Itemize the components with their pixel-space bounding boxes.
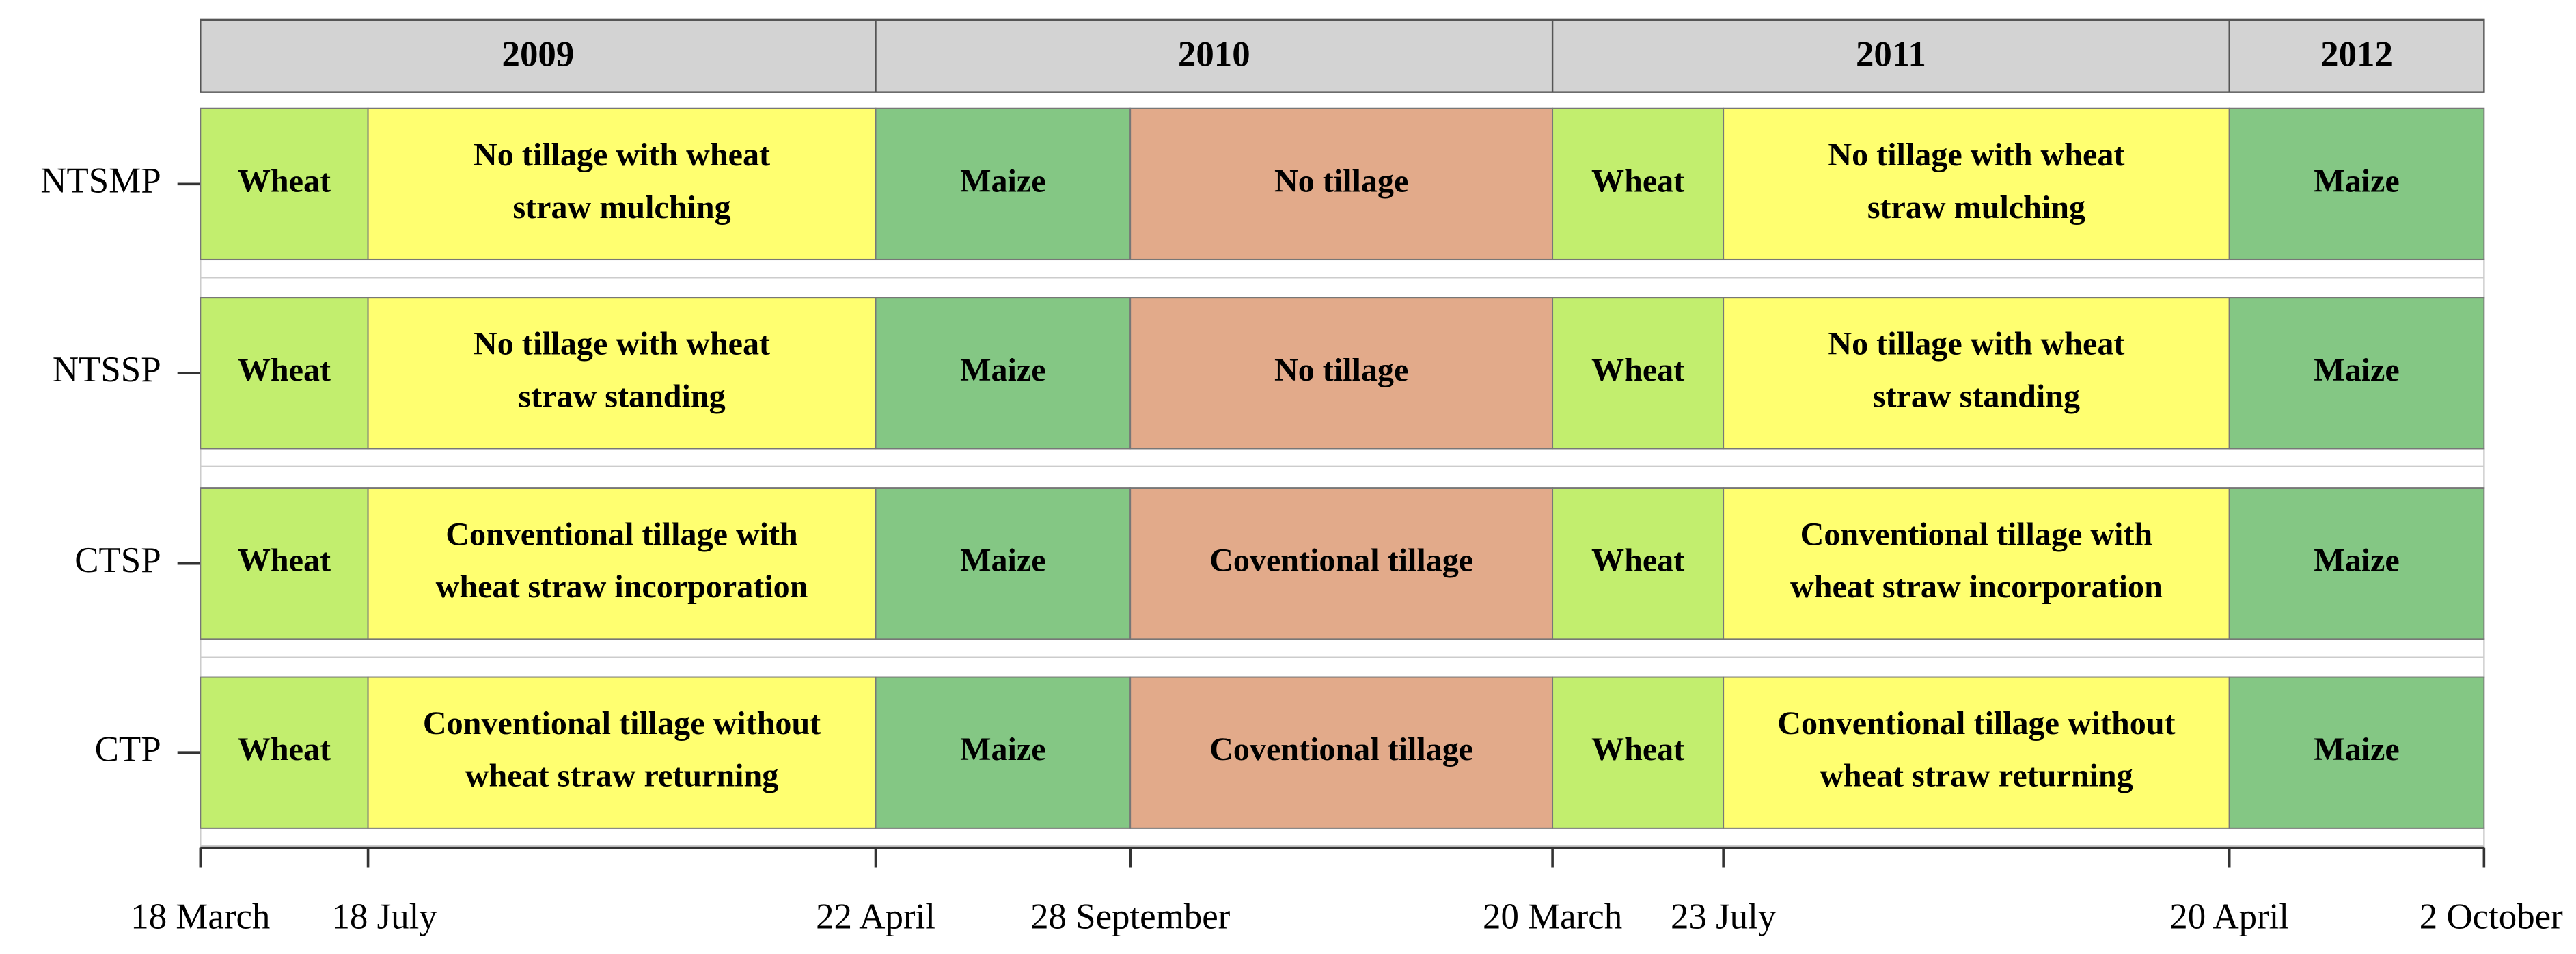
segment-label: No tillage with wheat — [474, 137, 770, 173]
segment — [875, 297, 1132, 450]
segment-label: wheat straw incorporation — [1790, 569, 2163, 605]
segment — [2228, 676, 2485, 829]
segment-label: wheat straw returning — [465, 758, 778, 794]
segment — [1129, 487, 1554, 640]
segment-label: Wheat — [238, 163, 331, 199]
segment-label: Conventional tillage with — [1800, 516, 2153, 552]
segment — [2228, 297, 2485, 450]
segment-label: straw mulching — [1867, 189, 2085, 226]
segment — [367, 107, 877, 260]
segment — [1129, 676, 1554, 829]
segment-label: No tillage with wheat — [1828, 325, 2124, 362]
segment-label: No tillage with wheat — [474, 325, 770, 362]
segment-label: Conventional tillage without — [1777, 705, 2175, 741]
header-bar — [200, 18, 2485, 93]
segment — [367, 297, 877, 450]
segment — [1129, 107, 1554, 260]
segment-label: straw standing — [1873, 378, 2080, 414]
segment — [1552, 676, 1725, 829]
segment-label: No tillage — [1274, 352, 1408, 388]
date-label: 23 July — [1671, 897, 1777, 937]
segment-label: Maize — [2314, 731, 2399, 767]
date-label: 20 April — [2169, 897, 2289, 937]
segment-label: Wheat — [238, 352, 331, 388]
year-label: 2009 — [502, 34, 575, 74]
segment-label: Wheat — [1591, 163, 1684, 199]
year-label: 2011 — [1856, 34, 1926, 74]
row-label: CTSP — [74, 541, 161, 580]
segment — [367, 487, 877, 640]
segment-label: Wheat — [1591, 731, 1684, 767]
segment — [1723, 676, 2230, 829]
segment-label: Wheat — [1591, 543, 1684, 579]
segment — [875, 487, 1132, 640]
segment-label: straw standing — [518, 378, 725, 414]
segment — [1723, 107, 2230, 260]
segment-label: Maize — [2314, 352, 2399, 388]
date-label: 18 July — [331, 897, 437, 937]
segment-label: Wheat — [1591, 352, 1684, 388]
date-label: 2 October — [2420, 897, 2563, 937]
year-label: 2012 — [2320, 34, 2393, 74]
segment-label: Maize — [960, 731, 1045, 767]
segment-label: straw mulching — [512, 189, 730, 226]
date-label: 28 September — [1030, 897, 1231, 937]
date-label: 22 April — [816, 897, 935, 937]
date-label: 18 March — [131, 897, 270, 937]
segment-label: No tillage — [1274, 163, 1408, 199]
segment-label: No tillage with wheat — [1828, 137, 2124, 173]
segment-label: Maize — [960, 163, 1045, 199]
segment-label: Maize — [2314, 543, 2399, 579]
segment — [1552, 487, 1725, 640]
segment — [200, 297, 369, 450]
segment-label: Coventional tillage — [1209, 543, 1473, 579]
row-separator — [200, 827, 2485, 849]
segment-label: Maize — [2314, 163, 2399, 199]
row-label: NTSSP — [53, 350, 161, 390]
segment-label: Coventional tillage — [1209, 731, 1473, 767]
segment-label: Wheat — [238, 543, 331, 579]
segment — [1129, 297, 1554, 450]
row-separator — [200, 448, 2485, 489]
segment — [875, 676, 1132, 829]
segment — [1723, 487, 2230, 640]
segment-label: Maize — [960, 543, 1045, 579]
segment — [2228, 487, 2485, 640]
row-label: NTSMP — [40, 161, 161, 200]
segment-label: Wheat — [238, 731, 331, 767]
segment — [367, 676, 877, 829]
date-label: 20 March — [1483, 897, 1622, 937]
segment-label: Maize — [960, 352, 1045, 388]
segment — [1552, 107, 1725, 260]
row-label: CTP — [95, 729, 161, 769]
segment-label: wheat straw incorporation — [436, 569, 808, 605]
segment-label: Conventional tillage without — [423, 705, 821, 741]
segment-label: wheat straw returning — [1820, 758, 2133, 794]
year-label: 2010 — [1178, 34, 1250, 74]
segment — [2228, 107, 2485, 260]
segment-label: Conventional tillage with — [446, 516, 798, 552]
segment — [200, 676, 369, 829]
segment — [200, 487, 369, 640]
segment — [1723, 297, 2230, 450]
